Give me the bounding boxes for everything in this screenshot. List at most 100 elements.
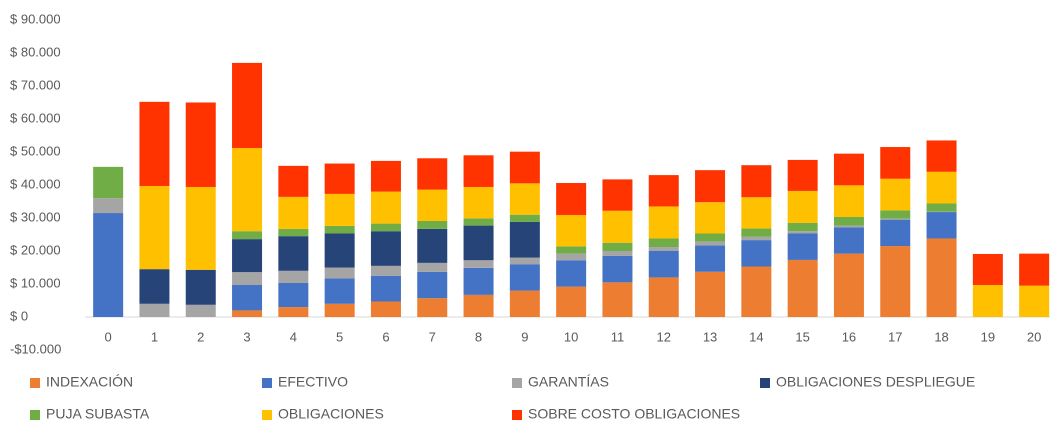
legend-swatch (30, 378, 40, 388)
bar-segment (926, 203, 957, 212)
bar-segment (417, 262, 448, 272)
bar-segment (695, 245, 726, 272)
bar-segment (556, 253, 587, 261)
legend-swatch (512, 410, 522, 420)
bar-segment (139, 185, 170, 270)
x-tick-label: 2 (197, 329, 204, 344)
y-tick-label: $ 40.000 (10, 176, 61, 191)
bar-segment (695, 202, 726, 234)
bar-segment (602, 210, 633, 243)
bar-segment (417, 298, 448, 317)
bar-segment (185, 304, 216, 317)
bar-segment (1019, 285, 1050, 317)
bar-segment (463, 294, 494, 317)
bar-segment (741, 266, 772, 317)
bar-segment (648, 175, 679, 207)
bar-segment (417, 158, 448, 190)
bar-segment (648, 247, 679, 251)
bar-segment (278, 283, 309, 308)
bar-segment (787, 222, 818, 232)
legend-label: GARANTÍAS (528, 374, 609, 390)
bar-segment (833, 227, 864, 254)
bar-segment (278, 196, 309, 229)
bar-segment (602, 251, 633, 256)
bar-segment (833, 185, 864, 218)
legend-label: PUJA SUBASTA (46, 406, 150, 422)
bar-segment (556, 183, 587, 216)
x-tick-label: 0 (105, 329, 112, 344)
bar-segment (232, 272, 263, 285)
bar-segment (741, 228, 772, 237)
x-tick-label: 6 (382, 329, 389, 344)
bar-segment (833, 153, 864, 186)
bar-segment (232, 310, 263, 317)
bar-segment (926, 238, 957, 317)
x-tick-label: 18 (934, 329, 948, 344)
bar-segment (139, 303, 170, 317)
bar-segment (324, 193, 355, 226)
legend-label: OBLIGACIONES (278, 406, 384, 422)
bar-segment (324, 267, 355, 279)
x-tick-label: 1 (151, 329, 158, 344)
x-tick-label: 3 (243, 329, 250, 344)
bar-segment (278, 307, 309, 317)
x-tick-label: 20 (1027, 329, 1041, 344)
bar-segment (833, 225, 864, 228)
bar-segment (926, 212, 957, 239)
bar-segment (695, 170, 726, 203)
bar-segment (370, 265, 401, 276)
bar-segment (509, 214, 540, 222)
bar-segment (741, 165, 772, 198)
bar-segment (463, 260, 494, 268)
bar-segment (648, 238, 679, 248)
x-tick-label: 11 (611, 329, 625, 344)
bar-segment (509, 183, 540, 215)
bar-segment (602, 179, 633, 211)
x-tick-label: 12 (657, 329, 671, 344)
bar-segment (93, 198, 124, 214)
y-tick-label: $ 50.000 (10, 143, 61, 158)
bar-segment (880, 246, 911, 317)
y-tick-label: $ 70.000 (10, 77, 61, 92)
x-tick-label: 15 (795, 329, 809, 344)
x-tick-label: 19 (981, 329, 995, 344)
x-tick-label: 14 (749, 329, 763, 344)
bar-segment (463, 267, 494, 295)
x-tick-label: 7 (429, 329, 436, 344)
bar-segment (463, 225, 494, 261)
bar-segment (370, 160, 401, 192)
y-tick-label: -$10.000 (10, 341, 61, 356)
bar-segment (926, 140, 957, 172)
legend: INDEXACIÓN EFECTIVO GARANTÍAS OBLIGACIONES … (30, 374, 975, 422)
bar-segment (741, 197, 772, 229)
bar-segment (324, 303, 355, 317)
x-tick-label: 10 (564, 329, 578, 344)
y-tick-label: $ 20.000 (10, 242, 61, 257)
bar-segment (648, 277, 679, 317)
bar-segment (278, 165, 309, 197)
bar-segment (787, 233, 818, 260)
bar-segment (417, 271, 448, 299)
x-tick-label: 4 (290, 329, 297, 344)
bar-segment (695, 241, 726, 246)
legend-swatch (262, 410, 272, 420)
bar-segment (556, 260, 587, 287)
bar-segment (509, 264, 540, 291)
bar-segment (556, 215, 587, 247)
bar-segment (602, 282, 633, 317)
bar-segment (463, 155, 494, 187)
y-tick-label: $ 90.000 (10, 11, 61, 26)
bar-segment (648, 206, 679, 239)
bar-segment (787, 159, 818, 191)
bar-segment (787, 259, 818, 317)
bar-segment (324, 163, 355, 194)
x-tick-label: 16 (842, 329, 856, 344)
bar-segment (695, 271, 726, 317)
bar-segment (232, 239, 263, 273)
bar-segment (463, 186, 494, 219)
bar-segment (370, 275, 401, 302)
bar-segment (880, 147, 911, 179)
bar-segment (880, 219, 911, 247)
bar-segment (278, 236, 309, 271)
